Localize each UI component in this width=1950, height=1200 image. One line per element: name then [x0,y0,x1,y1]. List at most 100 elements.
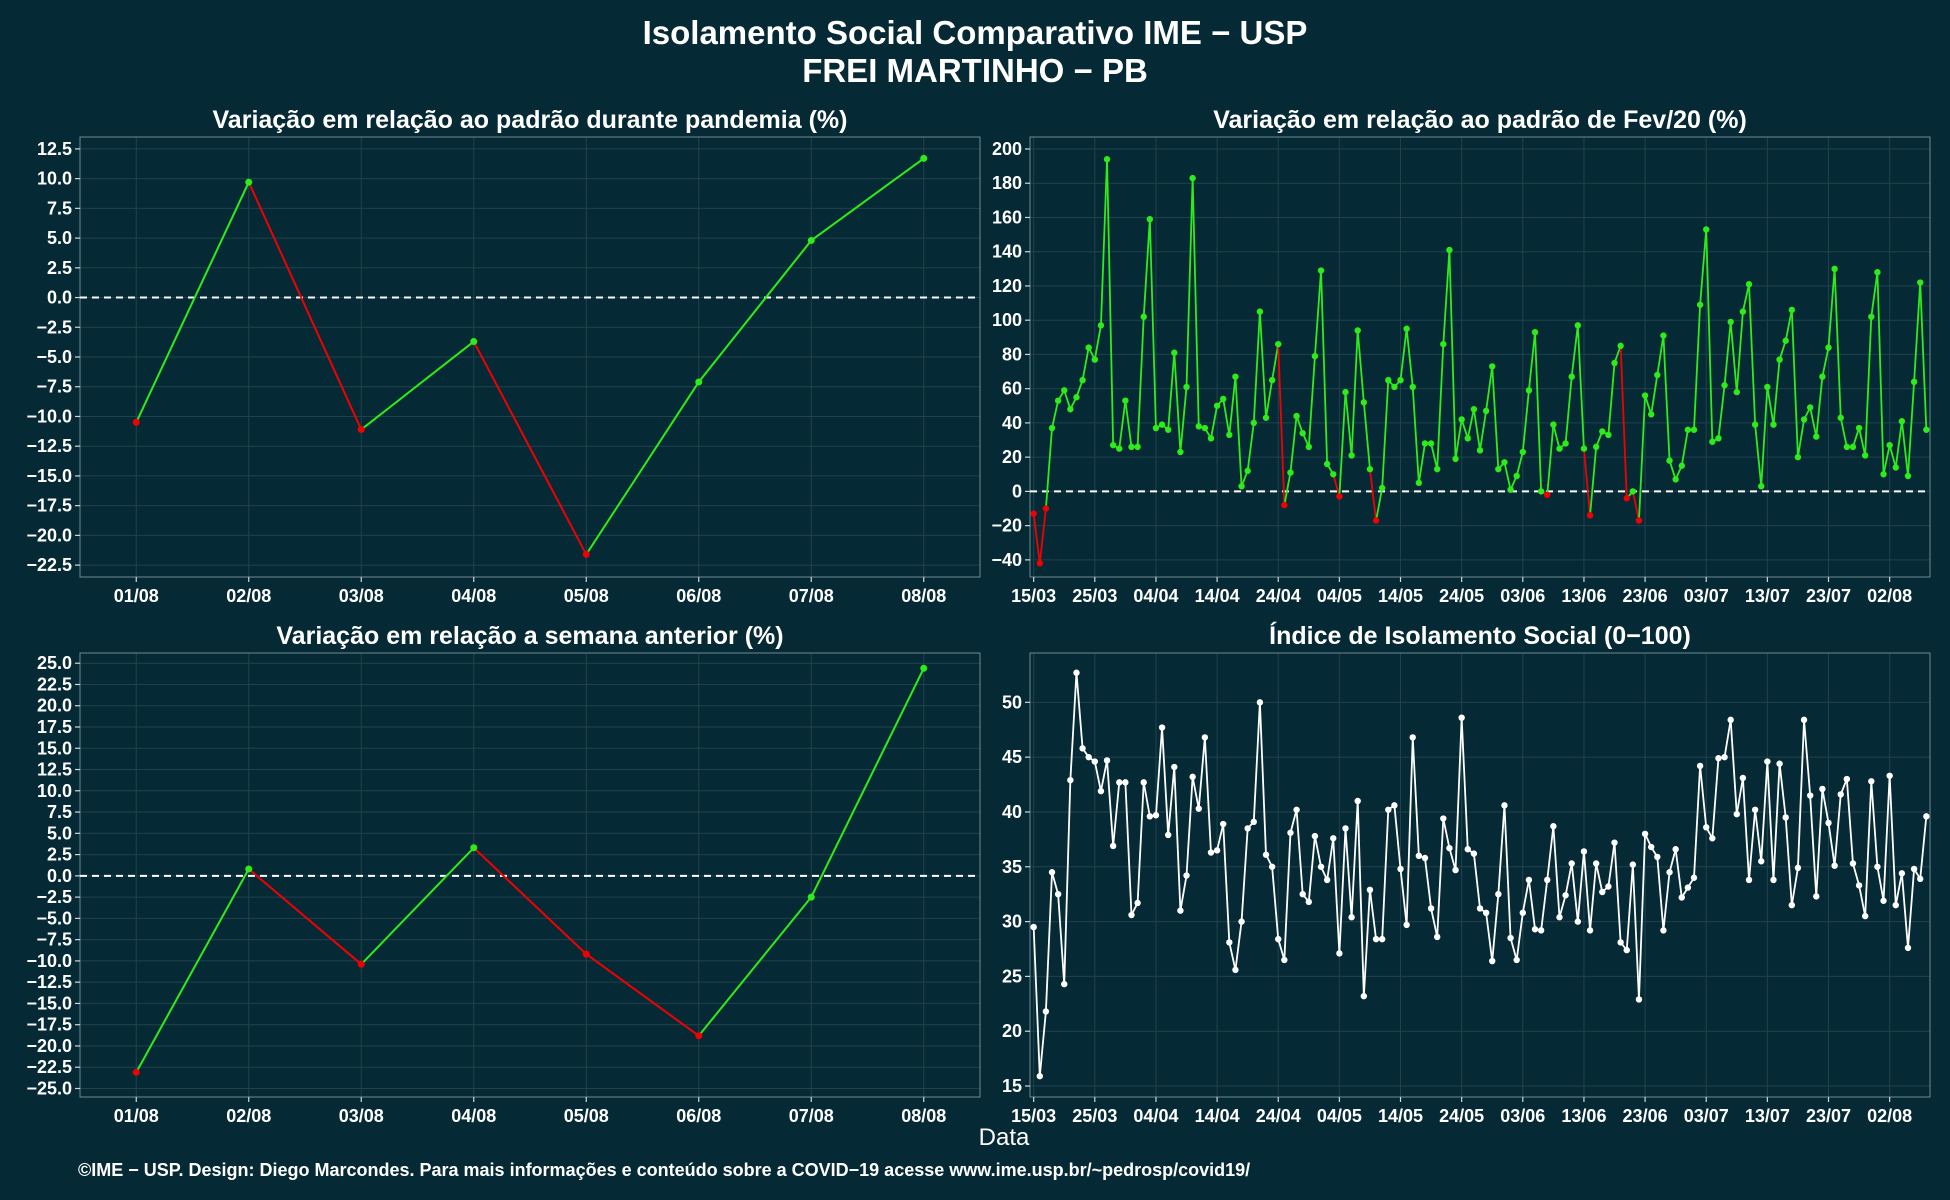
series-segment [1870,781,1879,867]
series-segment [1314,835,1322,867]
data-point [1592,443,1600,451]
series-segment [1167,352,1176,430]
data-point [1782,814,1789,821]
series-segment [247,181,363,430]
data-point [1721,382,1728,389]
series-segment [1583,851,1591,931]
series-segment [248,868,362,966]
data-point [1550,823,1557,830]
series-segment [1173,352,1182,453]
data-point [1501,459,1508,466]
data-point [1336,493,1343,500]
series-segment [360,847,475,966]
y-tick-label: 160 [992,207,1022,227]
series-segment [1845,779,1854,864]
series-segment [1858,885,1867,917]
data-point [1323,460,1331,468]
series-segment [1797,719,1805,868]
chart-panel-1: Variação em relação ao padrão durante pa… [26,106,981,606]
series-segment [1362,402,1371,470]
data-point [1458,714,1465,721]
series-segment [1375,487,1384,521]
series-segment [1540,879,1549,931]
data-point [1849,443,1857,451]
data-point [1091,356,1099,363]
data-point [1751,421,1759,428]
series-segment [1277,344,1286,506]
data-point [1354,327,1361,334]
plot-frame [1029,136,1931,578]
data-point [1703,824,1710,831]
series-segment [1148,219,1157,429]
series-segment [1723,719,1732,758]
y-tick-label: 5.0 [47,823,72,843]
data-point [1507,486,1514,493]
series-segment [1760,386,1769,487]
data-point [1067,406,1074,413]
data-point [1874,863,1881,870]
series-segment [1772,359,1781,425]
x-tick-label: 06/08 [676,586,721,606]
series-segment [1485,912,1494,962]
series-segment [1913,282,1922,382]
data-point [132,1068,140,1076]
x-tick-label: 23/06 [1623,586,1668,606]
series-segment [1051,400,1060,429]
data-point [1855,424,1863,432]
data-point [1776,356,1783,363]
data-point [1109,441,1117,449]
data-point [1623,946,1630,954]
data-point [1183,383,1190,391]
series-segment [1570,863,1579,922]
data-point [245,178,253,186]
data-point [1452,455,1459,463]
data-point [1103,757,1111,764]
y-tick-label: 2.5 [47,845,72,865]
series-segment [1711,758,1720,839]
data-point [1085,753,1092,761]
data-point [1342,388,1349,396]
data-point [1617,342,1624,350]
series-segment [1729,719,1738,815]
x-tick-label: 14/05 [1378,586,1423,606]
series-segment [1699,765,1708,828]
data-point [1733,810,1740,818]
data-point [1409,734,1416,741]
data-point [1354,797,1361,805]
data-point [1611,839,1618,846]
series-segment [1051,872,1059,895]
x-tick-label: 05/08 [564,586,609,606]
y-tick-label: 15.0 [37,738,72,758]
data-point [1116,445,1123,452]
data-point [1586,512,1594,519]
series-segment [1693,304,1702,430]
series-segment [1234,921,1243,970]
x-tick-label: 07/08 [789,1106,834,1126]
y-tick-label: 7.5 [47,198,72,218]
data-point [1030,923,1037,931]
data-point [1513,472,1520,480]
x-tick-label: 08/08 [901,1106,946,1126]
x-tick-label: 03/06 [1500,1106,1545,1126]
series-segment [1852,863,1860,886]
series-segment [1210,405,1218,439]
data-point [1299,890,1306,898]
series-segment [1179,386,1188,453]
data-point [1580,848,1588,855]
series-segment [1528,332,1536,391]
data-point [1562,440,1569,447]
series-segment [1625,864,1634,951]
data-point [1684,884,1692,891]
data-point [1134,443,1141,451]
data-point [1489,957,1496,965]
data-point [1733,388,1740,396]
data-point [1372,935,1380,943]
x-tick-label: 15/03 [1011,586,1056,606]
series-segment [1662,335,1671,461]
series-segment [1534,332,1543,492]
y-tick-label: 12.5 [37,139,72,159]
data-point [1391,802,1398,809]
series-segment [1766,386,1775,425]
y-tick-label: 40 [1002,413,1022,433]
series-segment [1472,853,1481,909]
